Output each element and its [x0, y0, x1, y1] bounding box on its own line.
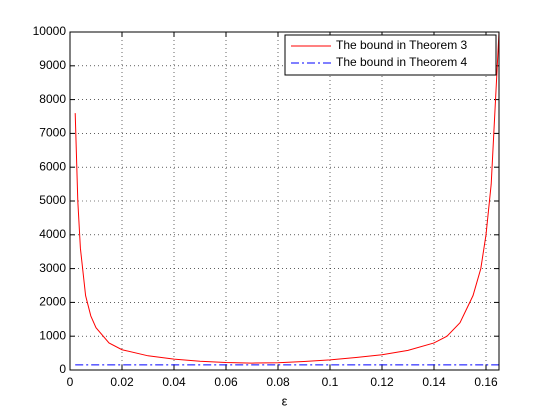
- axes-box: [69, 31, 500, 371]
- x-axis-label: ε: [282, 393, 288, 408]
- legend-label: The bound in Theorem 3: [336, 38, 468, 52]
- y-tick-label: 3000: [39, 261, 66, 275]
- x-tick-label: 0.16: [474, 375, 498, 389]
- legend-box: [284, 34, 497, 76]
- y-tick-label: 4000: [39, 227, 66, 241]
- y-tick-label: 10000: [33, 24, 67, 38]
- y-tick-label: 1000: [39, 328, 66, 342]
- legend-label: The bound in Theorem 4: [336, 55, 468, 69]
- x-tick-label: 0.02: [110, 375, 134, 389]
- x-tick-label: 0.04: [162, 375, 186, 389]
- y-tick-label: 7000: [39, 126, 66, 140]
- plot-area: [70, 32, 499, 370]
- y-tick-label: 6000: [39, 159, 66, 173]
- y-tick-label: 0: [59, 362, 66, 376]
- y-tick-label: 2000: [39, 295, 66, 309]
- y-tick-label: 8000: [39, 92, 66, 106]
- x-tick-label: 0.06: [214, 375, 238, 389]
- x-tick-label: 0.14: [422, 375, 446, 389]
- series-line: [74, 32, 499, 364]
- y-tick-label: 9000: [39, 58, 66, 72]
- x-tick-label: 0.12: [370, 375, 394, 389]
- x-tick-label: 0.08: [266, 375, 290, 389]
- y-tick-label: 5000: [39, 193, 66, 207]
- x-tick-label: 0: [67, 375, 74, 389]
- x-tick-label: 0.1: [322, 375, 339, 389]
